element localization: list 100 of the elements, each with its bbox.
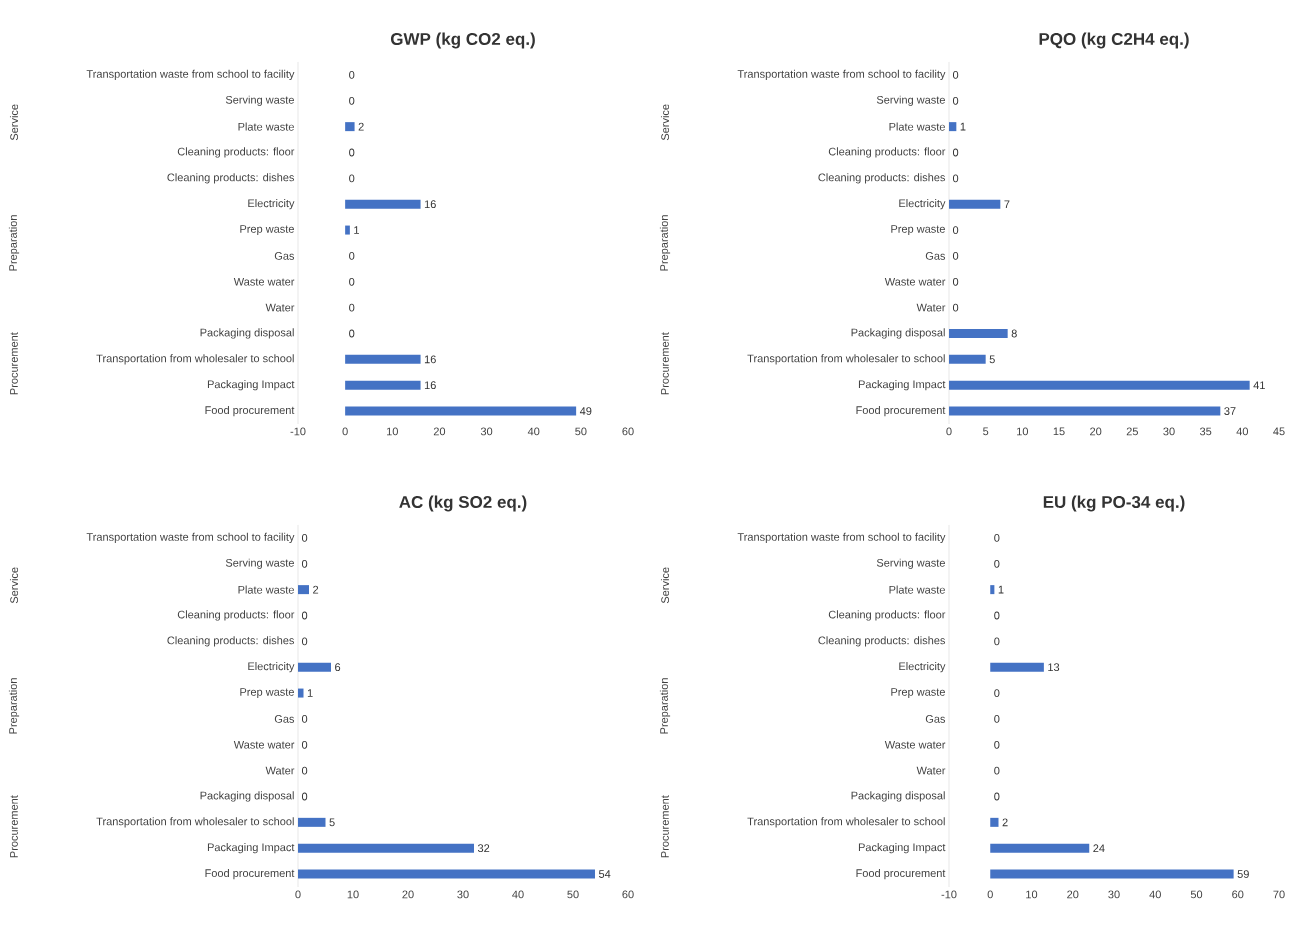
y-tick-label: Packaging disposal bbox=[851, 791, 945, 802]
y-tick-label: Plate waste bbox=[889, 122, 945, 131]
y-tick-label: Plate waste bbox=[238, 585, 294, 594]
y-tick-label: Cleaning products: dishes bbox=[167, 636, 295, 647]
data-label: 0 bbox=[349, 303, 355, 312]
data-label: 0 bbox=[952, 226, 959, 234]
bar bbox=[990, 662, 1044, 672]
data-label: 0 bbox=[301, 715, 308, 723]
y-tick-label: Transportation waste from school to facility bbox=[737, 532, 946, 544]
text: Service bbox=[660, 104, 670, 141]
data-label: 1 bbox=[998, 585, 1004, 594]
x-tick-label: 20 bbox=[433, 427, 446, 436]
data-label: 0 bbox=[952, 96, 959, 105]
data-label: 0 bbox=[301, 792, 308, 801]
data-label: 0 bbox=[994, 766, 1000, 775]
y-tick-label: Serving waste bbox=[225, 558, 294, 569]
bar bbox=[298, 817, 326, 827]
x-tick-label: 10 bbox=[387, 427, 398, 436]
data-label: 0 bbox=[349, 96, 355, 105]
y-tick-label: Waste water bbox=[884, 740, 946, 749]
bar bbox=[345, 225, 350, 235]
data-label: 13 bbox=[1048, 663, 1060, 672]
bar bbox=[298, 662, 331, 672]
y-tick-label: Transportation waste from school to facility bbox=[86, 69, 295, 81]
data-label: 0 bbox=[301, 766, 308, 775]
y-tick-label: Gas bbox=[925, 252, 946, 260]
chart-title: AC (kg SO2 eq.) bbox=[399, 495, 527, 512]
y-tick-label: Prep waste bbox=[240, 688, 294, 698]
data-label: 0 bbox=[994, 559, 1000, 568]
data-label: 0 bbox=[301, 559, 308, 568]
bar bbox=[990, 817, 999, 827]
data-label: 1 bbox=[354, 226, 359, 234]
data-label: 0 bbox=[994, 534, 1000, 542]
data-label: 0 bbox=[952, 148, 959, 157]
x-tick-label: 0 bbox=[946, 427, 952, 436]
x-tick-label: 40 bbox=[1149, 890, 1161, 899]
data-label: 0 bbox=[301, 740, 308, 749]
data-label: 0 bbox=[301, 611, 308, 620]
y-tick-label: Food procurement bbox=[856, 405, 946, 417]
y-tick-label: Cleaning products: floor bbox=[177, 147, 295, 158]
x-tick-label: 50 bbox=[575, 427, 587, 436]
x-tick-label: 30 bbox=[480, 427, 493, 436]
x-tick-label: 10 bbox=[1026, 890, 1038, 899]
x-tick-label: 40 bbox=[1236, 427, 1249, 436]
x-tick-label: 0 bbox=[342, 427, 348, 436]
data-label: 0 bbox=[349, 174, 355, 183]
y-tick-label: Cleaning products: dishes bbox=[167, 173, 295, 184]
data-label: 0 bbox=[349, 329, 355, 338]
bar bbox=[949, 380, 1250, 390]
y-tick-label: Transportation from wholesaler to school bbox=[96, 354, 294, 365]
y-tick-label: Serving waste bbox=[876, 558, 945, 569]
x-tick-label: -10 bbox=[290, 427, 306, 436]
data-label: 0 bbox=[952, 277, 959, 286]
bar bbox=[345, 199, 421, 209]
data-label: 0 bbox=[994, 637, 1000, 646]
data-label: 1 bbox=[960, 122, 966, 131]
y-tick-label: Packaging Impact bbox=[858, 843, 946, 854]
bar bbox=[949, 328, 1008, 338]
data-label: 0 bbox=[994, 740, 1000, 749]
bar bbox=[345, 380, 421, 390]
data-label: 1 bbox=[307, 689, 313, 697]
y-tick-label: Serving waste bbox=[225, 95, 294, 106]
text: Preparation bbox=[659, 215, 671, 271]
y-tick-label: Transportation from wholesaler to school bbox=[747, 817, 945, 828]
y-tick-label: Packaging Impact bbox=[207, 843, 295, 854]
y-tick-label: Packaging disposal bbox=[200, 791, 294, 802]
y-tick-label: Transportation waste from school to facility bbox=[86, 532, 295, 544]
y-tick-label: Cleaning products: floor bbox=[177, 610, 295, 621]
x-tick-label: 15 bbox=[1053, 427, 1065, 436]
text: Service bbox=[9, 567, 19, 604]
data-label: 5 bbox=[989, 355, 995, 364]
bar bbox=[298, 843, 474, 853]
data-label: 24 bbox=[1093, 844, 1105, 853]
y-tick-label: Electricity bbox=[899, 662, 946, 673]
data-label: 0 bbox=[301, 637, 308, 646]
x-tick-label: 50 bbox=[567, 890, 579, 899]
y-tick-label: Transportation from wholesaler to school bbox=[747, 354, 945, 365]
data-label: 41 bbox=[1253, 381, 1265, 389]
y-tick-label: Prep waste bbox=[240, 225, 294, 235]
x-tick-label: -10 bbox=[941, 890, 957, 899]
x-tick-label: 20 bbox=[1067, 890, 1079, 899]
y-tick-label: Cleaning products: floor bbox=[828, 610, 946, 621]
y-tick-label: Waste water bbox=[233, 740, 295, 749]
y-tick-label: Prep waste bbox=[891, 225, 945, 235]
y-tick-label: Electricity bbox=[248, 199, 295, 210]
data-label: 0 bbox=[952, 174, 959, 183]
bar bbox=[345, 406, 577, 416]
bar bbox=[298, 688, 304, 698]
y-tick-label: Water bbox=[265, 303, 295, 312]
data-label: 0 bbox=[994, 689, 1000, 697]
data-label: 37 bbox=[1224, 407, 1236, 415]
x-tick-label: 60 bbox=[622, 427, 634, 436]
data-label: 0 bbox=[994, 792, 1000, 801]
x-tick-label: 35 bbox=[1199, 427, 1212, 436]
x-tick-label: 30 bbox=[1163, 427, 1175, 436]
data-label: 7 bbox=[1004, 200, 1010, 208]
y-tick-label: Plate waste bbox=[889, 585, 945, 594]
y-tick-label: Waste water bbox=[233, 277, 295, 286]
y-tick-label: Cleaning products: floor bbox=[828, 147, 946, 158]
chart-title: GWP (kg CO2 eq.) bbox=[390, 32, 535, 49]
